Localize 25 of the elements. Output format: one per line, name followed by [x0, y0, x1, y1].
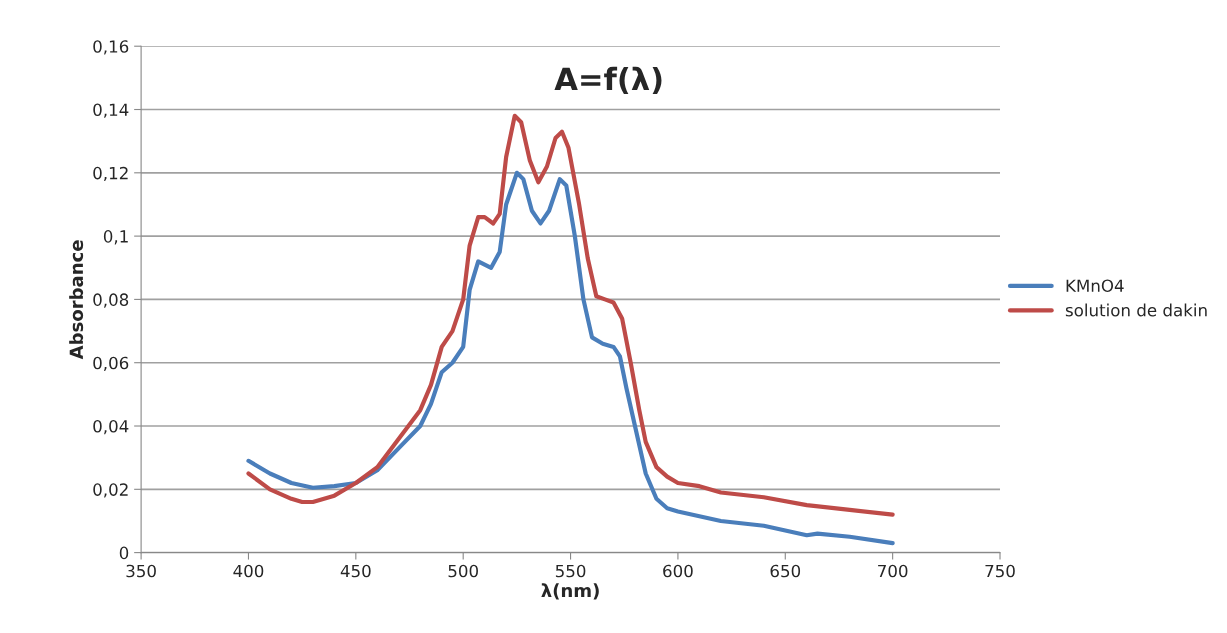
- x-axis-title: λ(nm): [541, 583, 599, 600]
- line-series: [246, 170, 895, 546]
- y-tick-label: 0,16: [93, 40, 129, 55]
- x-tick-label: 650: [770, 564, 801, 578]
- y-tick-label: 0,14: [93, 103, 129, 118]
- x-tick-label: 750: [985, 564, 1015, 578]
- legend-label: KMnO4: [1066, 279, 1124, 293]
- text: A=f(λ): [554, 66, 662, 95]
- y-tick-label: 0,1: [103, 230, 128, 245]
- x-tick-label: 550: [555, 564, 586, 578]
- line-series: [246, 113, 895, 517]
- y-tick-label: 0: [119, 546, 129, 560]
- x-tick-label: 450: [340, 564, 371, 578]
- y-tick-label: 0,02: [93, 483, 128, 498]
- x-tick-label: 400: [233, 564, 264, 578]
- y-tick-label: 0,08: [93, 293, 129, 308]
- x-tick-label: 350: [126, 564, 156, 578]
- x-tick-label: 700: [878, 564, 908, 578]
- y-tick-label: 0,12: [93, 166, 128, 182]
- legend-label: solution de dakin: [1065, 303, 1207, 317]
- x-tick-label: 600: [663, 564, 693, 578]
- x-tick-label: 500: [448, 564, 478, 578]
- y-tick-label: 0,06: [93, 356, 129, 371]
- y-tick-label: 0,04: [93, 419, 129, 435]
- y-axis-title: Absorbance: [69, 240, 84, 360]
